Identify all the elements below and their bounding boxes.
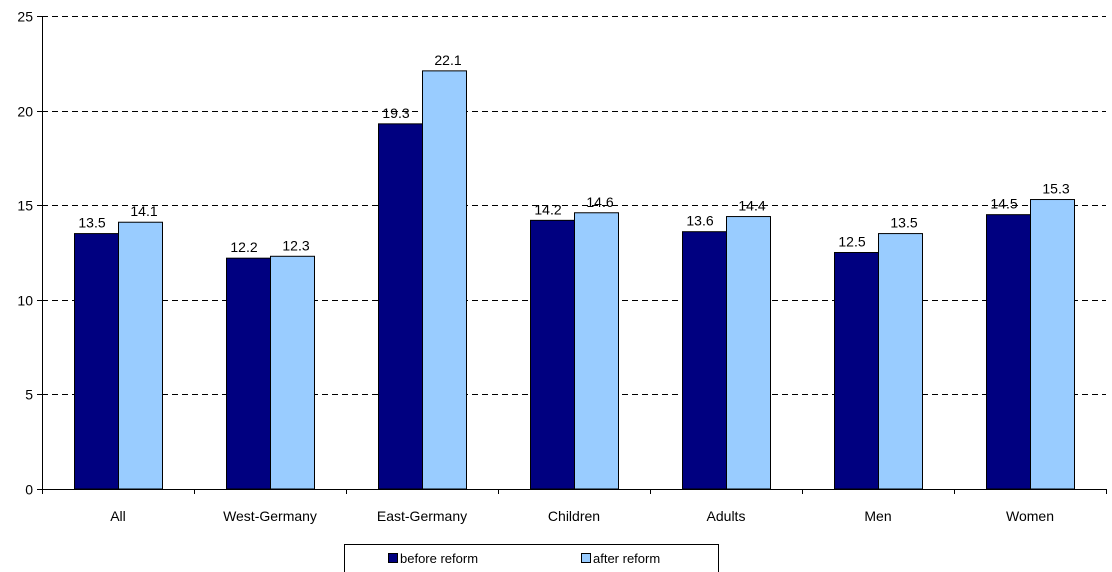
legend-box	[344, 544, 719, 572]
x-tick-label: Men	[864, 508, 891, 524]
y-tick-label: 0	[25, 482, 33, 498]
bar	[422, 70, 467, 490]
data-label: 12.3	[282, 237, 309, 253]
data-label: 13.5	[890, 215, 917, 231]
bar	[726, 216, 771, 490]
data-label: 22.1	[434, 52, 461, 68]
bar	[834, 252, 879, 490]
data-label: 14.6	[586, 194, 613, 210]
data-label: 13.6	[686, 213, 713, 229]
bar	[574, 212, 619, 490]
data-label: 14.4	[738, 198, 765, 214]
bar	[878, 233, 923, 490]
legend-swatch	[388, 553, 398, 563]
legend-label: before reform	[400, 551, 478, 566]
bar	[682, 231, 727, 490]
data-label: 13.5	[78, 215, 105, 231]
data-label: 15.3	[1042, 181, 1069, 197]
x-tick-label: Children	[548, 508, 600, 524]
x-tick-label: West-Germany	[223, 508, 317, 524]
bar	[270, 255, 315, 490]
y-tick-label: 25	[17, 9, 33, 25]
y-tick-label: 5	[25, 387, 33, 403]
y-tick-label: 15	[17, 198, 33, 214]
data-label: 19.3	[382, 105, 409, 121]
x-tick-label: Adults	[707, 508, 746, 524]
data-label: 12.2	[230, 239, 257, 255]
legend-label: after reform	[593, 551, 660, 566]
bar	[226, 257, 271, 490]
y-tick-label: 20	[17, 104, 33, 120]
data-label: 12.5	[838, 234, 865, 250]
bar	[1030, 199, 1075, 490]
x-tick-label: All	[110, 508, 126, 524]
y-tick-label: 10	[17, 293, 33, 309]
bar	[530, 219, 575, 490]
data-label: 14.1	[130, 203, 157, 219]
data-label: 14.5	[990, 196, 1017, 212]
bar	[74, 233, 119, 490]
bars	[74, 70, 1075, 490]
data-label: 14.2	[534, 201, 561, 217]
bar	[378, 123, 423, 490]
x-tick-label: East-Germany	[377, 508, 467, 524]
bar	[118, 221, 163, 490]
bar	[986, 214, 1031, 490]
legend: before reform after reform	[344, 544, 719, 572]
x-tick-label: Women	[1006, 508, 1054, 524]
data-labels: 13.5 14.1 12.2 12.3 19.3 22.1 14.2 14.6 13.6 14.4…	[78, 52, 1069, 255]
legend-swatch	[581, 553, 591, 563]
